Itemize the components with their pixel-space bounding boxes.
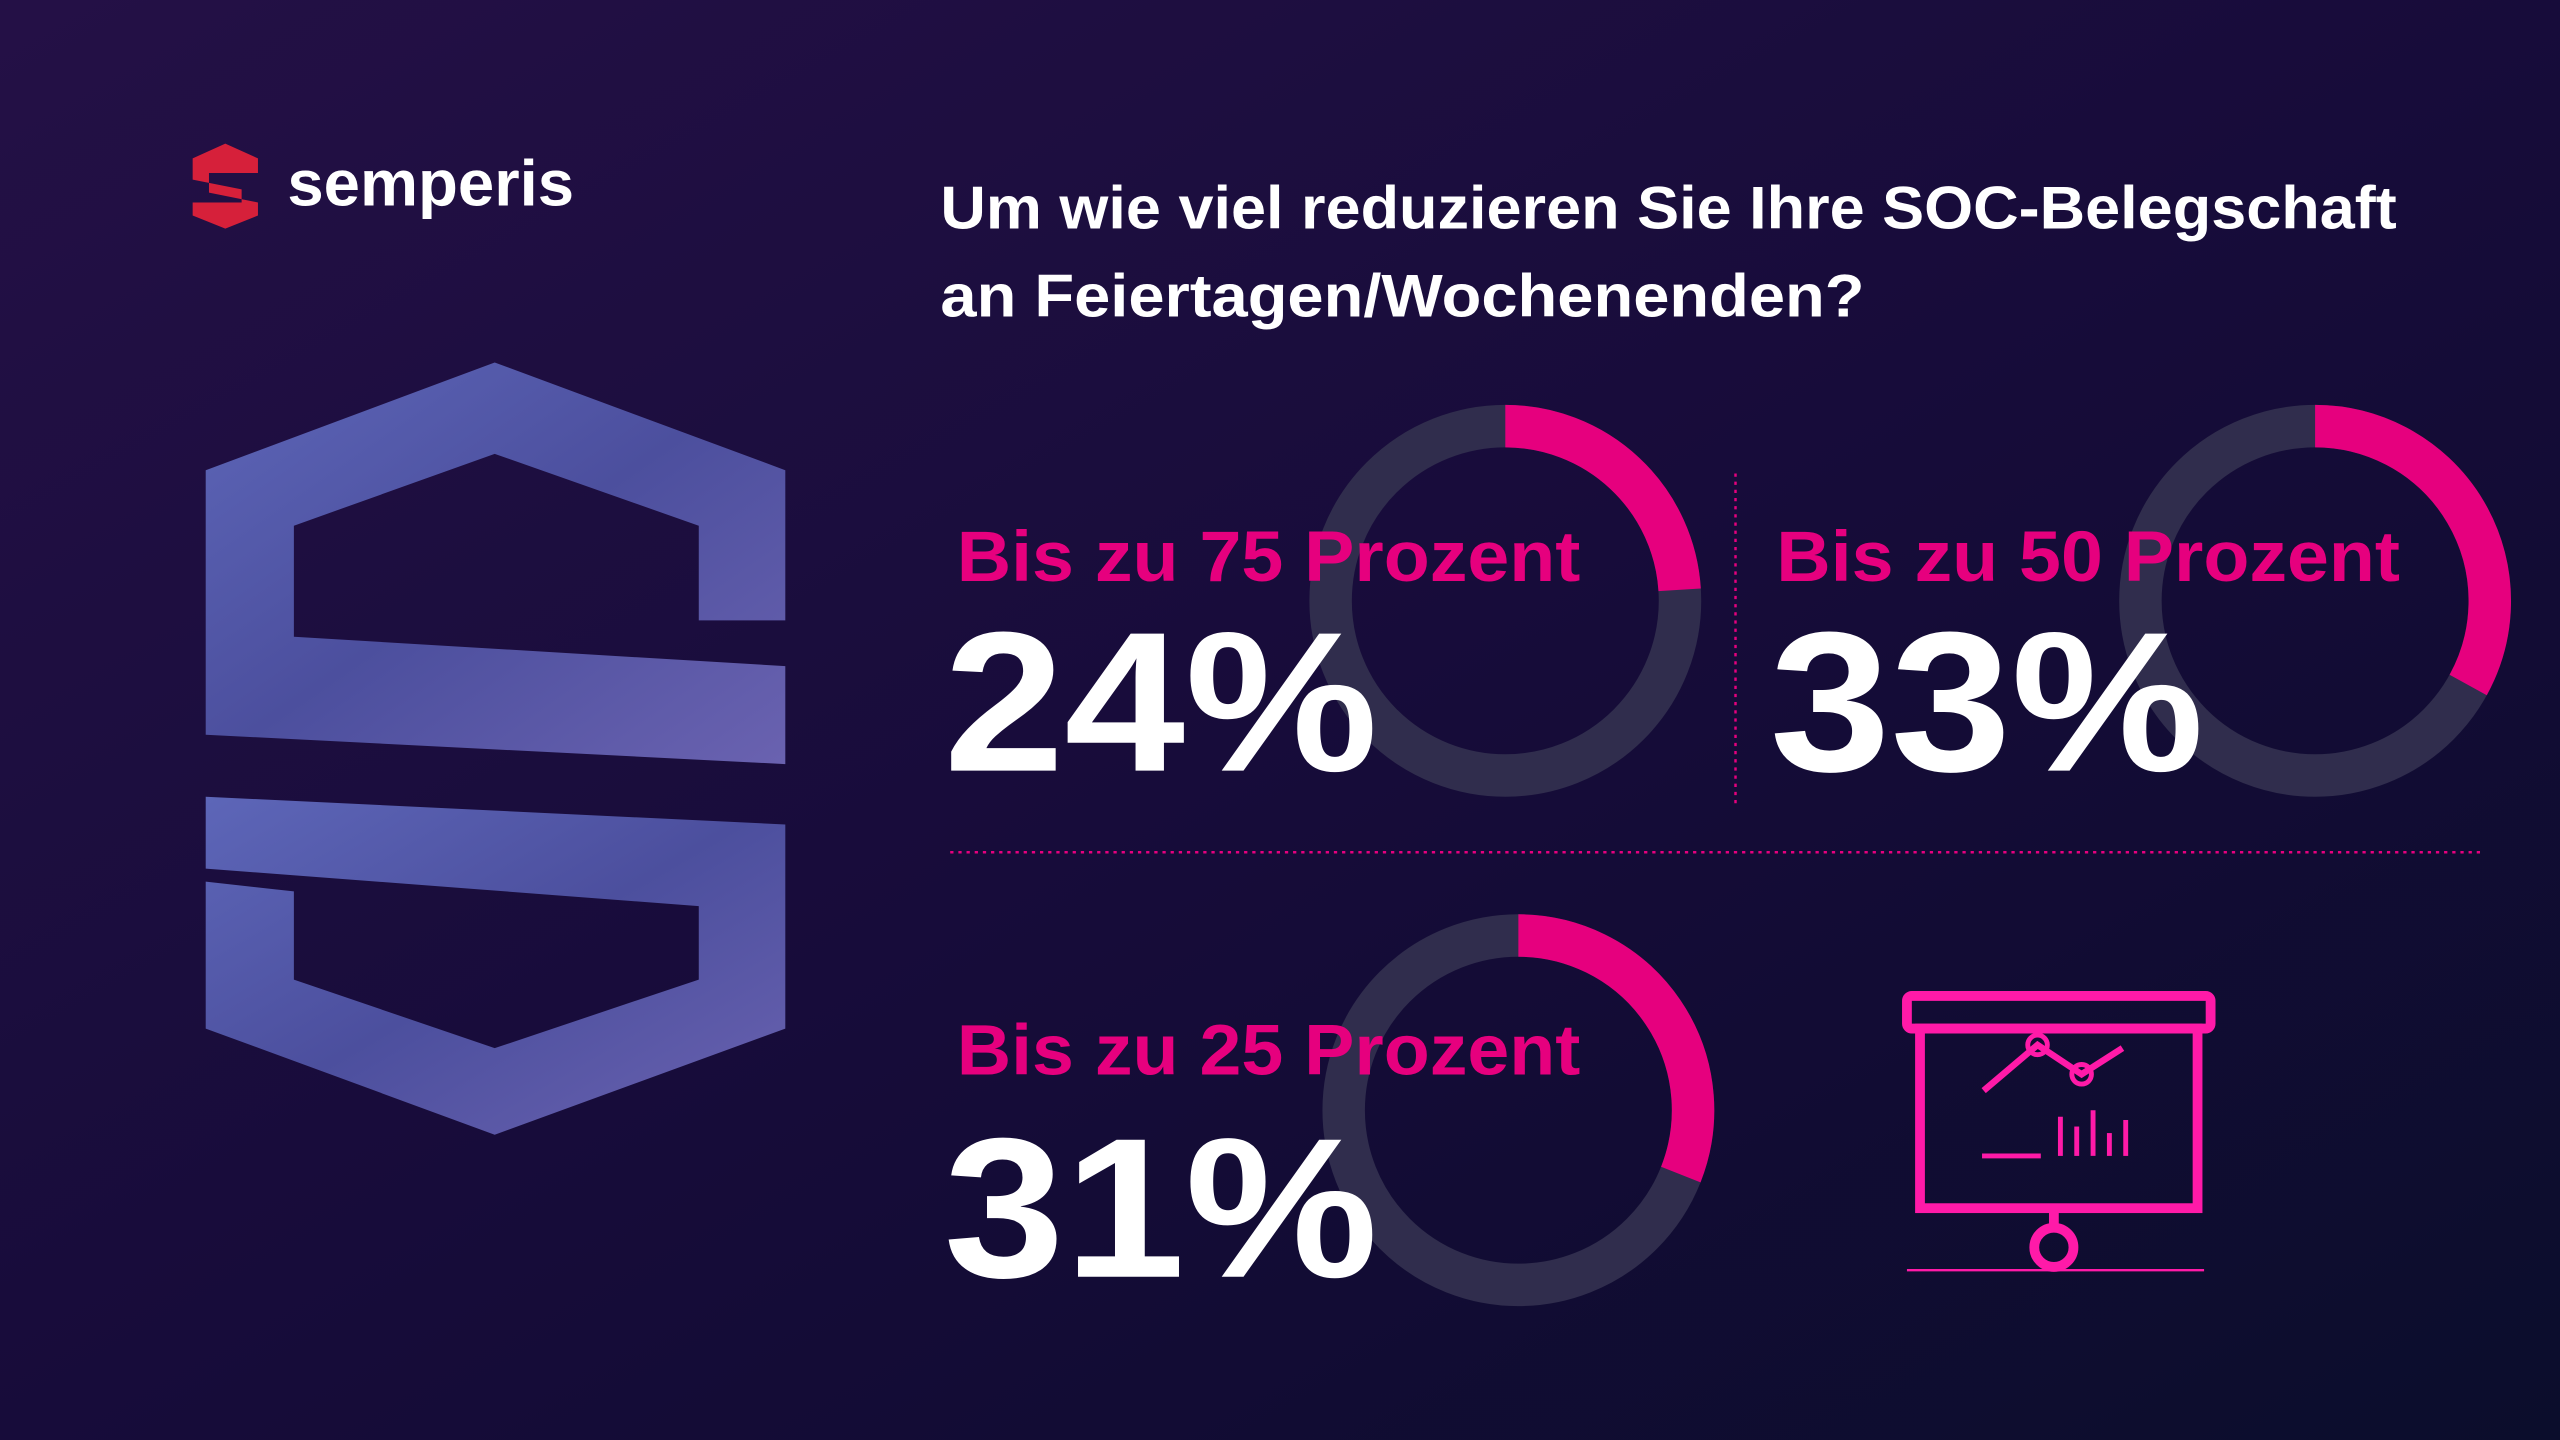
category-label: Bis zu 25 Prozent (957, 1010, 1581, 1090)
s-emblem (205, 362, 786, 1135)
donut-arc (1518, 914, 1715, 1183)
category-label: Bis zu 75 Prozent (957, 517, 1581, 597)
donut-arc (2314, 404, 2512, 696)
value-label: 24% (944, 592, 1378, 814)
title-line: Um wie viel reduzieren Sie Ihre SOC-Bele… (940, 174, 2396, 242)
presentation-icon (1902, 991, 2216, 1272)
brand-name: semperis (287, 147, 574, 220)
category-label: Bis zu 50 Prozent (1776, 517, 2400, 597)
value-label: 31% (944, 1098, 1378, 1320)
donut-arc (1504, 404, 1701, 592)
title-line: an Feiertagen/Wochenenden? (940, 262, 1864, 330)
value-label: 33% (1770, 592, 2204, 814)
